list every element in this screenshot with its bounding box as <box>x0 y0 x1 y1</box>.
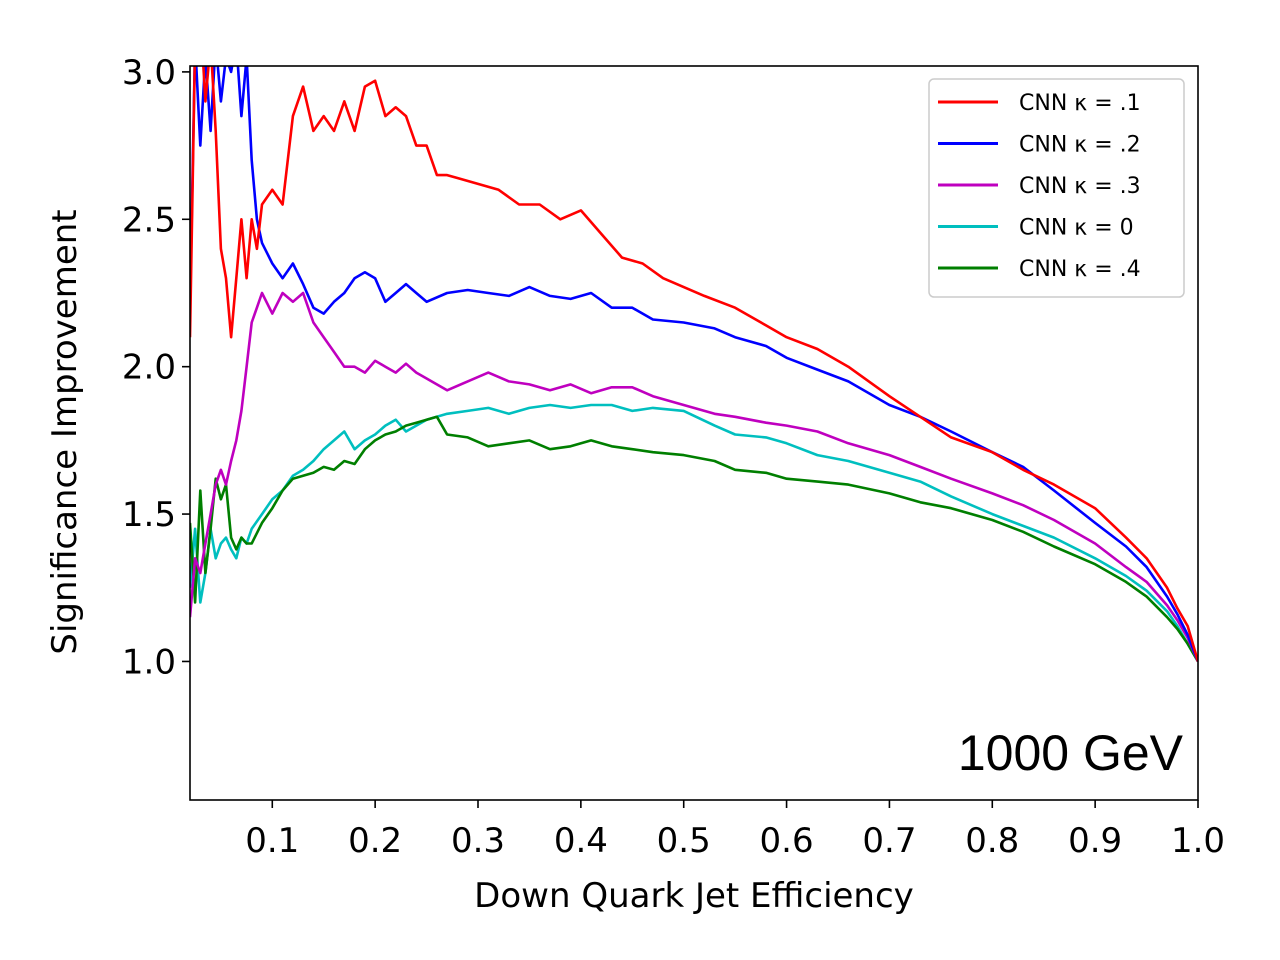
x-tick-label: 0.4 <box>554 821 608 861</box>
series-group <box>190 66 1198 663</box>
legend-label: CNN κ = .4 <box>1019 257 1141 282</box>
legend-label: CNN κ = 0 <box>1019 216 1134 241</box>
x-tick-label: 0.1 <box>245 821 299 861</box>
x-tick-label: 0.7 <box>862 821 916 861</box>
x-axis-label: Down Quark Jet Efficiency <box>474 876 914 916</box>
legend-label: CNN κ = .2 <box>1019 133 1141 158</box>
y-tick-label: 1.0 <box>122 642 176 682</box>
x-tick-label: 0.8 <box>965 821 1019 861</box>
y-tick-label: 1.5 <box>122 495 176 535</box>
legend: CNN κ = .1 CNN κ = .2 CNN κ = .3 CNN κ = 0 C… <box>928 78 1185 298</box>
y-axis: 1.0 1.5 2.0 2.5 3.0 <box>122 53 190 682</box>
x-tick-label: 0.9 <box>1068 821 1122 861</box>
series-line-1 <box>190 66 1198 662</box>
plot-area <box>189 65 1199 801</box>
x-axis: 0.1 0.2 0.3 0.4 0.5 0.6 0.7 0.8 0.9 1.0 <box>245 800 1225 861</box>
y-tick-label: 2.5 <box>122 200 176 240</box>
energy-annotation: 1000 GeV <box>958 725 1184 781</box>
series-line-0 <box>190 66 1198 662</box>
x-tick-label: 0.5 <box>657 821 711 861</box>
legend-label: CNN κ = .3 <box>1019 174 1141 199</box>
x-tick-label: 0.3 <box>451 821 505 861</box>
series-line-4 <box>190 415 1198 663</box>
x-tick-label: 0.2 <box>348 821 402 861</box>
x-tick-label: 0.6 <box>760 821 814 861</box>
legend-box <box>928 78 1185 298</box>
x-tick-label: 1.0 <box>1171 821 1225 861</box>
y-tick-label: 3.0 <box>122 53 176 93</box>
legend-label: CNN κ = .1 <box>1019 91 1141 116</box>
y-tick-label: 2.0 <box>122 348 176 388</box>
series-line-2 <box>190 291 1198 663</box>
y-axis-label: Significance Improvement <box>45 209 85 654</box>
plot-frame <box>189 65 1199 801</box>
